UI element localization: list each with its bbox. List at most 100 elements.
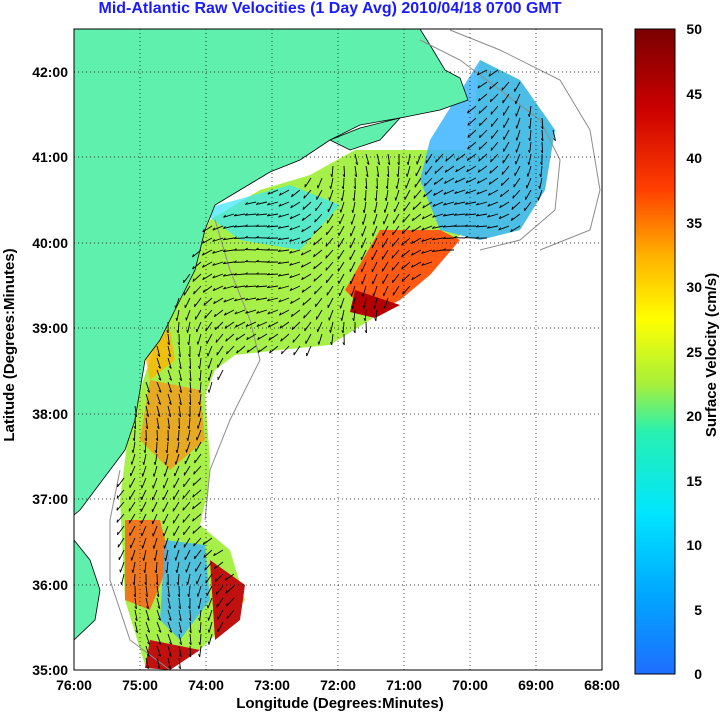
current-vector [302,201,312,210]
current-vector [167,645,172,657]
current-vector [391,237,400,247]
current-vector [226,609,235,619]
current-vector [164,537,169,549]
current-vector [365,321,367,334]
x-tick-label: 75:00 [122,677,158,693]
current-vector-head [202,541,205,545]
current-vector [339,213,345,225]
current-vector-head [477,180,480,184]
current-vector-head [443,202,446,206]
current-vector [382,237,389,248]
current-vector [364,309,367,322]
current-vector [349,261,356,273]
current-vector [502,153,510,164]
current-vector-head [464,224,468,227]
current-vector [301,213,312,221]
current-vector-head [515,137,518,141]
current-vector-head [528,138,531,142]
current-vector [195,441,202,452]
current-vector-head [301,276,304,280]
current-vector [189,357,192,370]
current-vector [278,261,290,265]
current-vector [141,477,147,489]
current-vector [338,273,345,284]
current-vector [391,261,400,271]
current-vector-head [329,329,331,333]
current-vector [467,129,477,138]
current-vector [212,225,224,231]
current-vector-head [291,326,294,330]
current-vector-head [432,203,436,207]
current-vector [289,261,301,266]
current-vector-head [179,378,182,382]
current-vector [194,297,202,308]
current-vector-head [207,377,210,381]
current-vector-head [341,186,344,190]
current-vector-head [478,146,481,150]
colorbar-tick-label: 50 [686,21,702,37]
current-vector-head [391,267,394,271]
current-vector [268,321,279,328]
long-island [329,117,402,151]
current-vector [178,609,182,621]
current-vector [184,549,191,561]
current-vector [317,321,323,333]
current-vector-head [185,569,187,573]
current-vector-head [130,557,133,561]
current-vector [183,525,191,536]
current-vector-head [146,402,150,405]
current-vector [116,489,125,499]
current-vector-head [540,138,544,142]
current-vector [130,537,136,549]
current-vector-head [186,437,189,441]
current-vector-head [130,461,133,465]
current-vector-head [352,198,355,202]
current-vector [192,513,202,522]
current-vector-head [467,146,470,150]
current-vector-head [385,186,388,190]
current-vector-head [119,569,121,573]
current-vector [353,189,356,202]
current-vector-head [207,617,210,621]
current-vector-head [158,377,162,381]
current-vector [183,477,191,488]
current-vector-head [266,236,270,239]
current-vector-head [186,581,189,585]
current-vector [189,381,192,393]
current-vector [404,189,411,200]
current-vector [208,369,213,381]
current-vector [454,189,466,195]
current-vector-head [178,354,181,358]
current-vector [381,249,389,260]
current-vector-head [421,262,424,266]
current-vector [156,357,161,369]
current-vector-head [363,198,366,202]
current-vector-head [166,438,169,442]
current-vector [278,273,290,277]
current-vector [196,429,202,441]
current-vector-head [152,545,155,549]
current-vector-head [498,216,502,220]
current-vector [166,561,169,573]
current-vector [192,489,202,498]
current-vector [371,261,378,273]
current-vector-head [499,204,502,209]
current-vector [476,213,488,217]
land [74,29,469,641]
current-vector-head [443,191,447,195]
current-vector [465,213,477,216]
current-vector [145,657,149,669]
current-vector [376,177,378,190]
current-vector-head [424,182,426,187]
current-vector [476,69,488,76]
y-tick-label: 42:00 [32,64,68,80]
current-vector-head [189,378,192,382]
mainland-northeast [74,29,469,516]
current-vector [188,585,191,597]
current-vector-head [289,238,292,242]
current-vector-head [157,606,161,609]
current-vector [525,189,532,200]
current-vector [350,273,356,285]
current-vector [255,248,268,251]
current-vector [223,237,235,241]
